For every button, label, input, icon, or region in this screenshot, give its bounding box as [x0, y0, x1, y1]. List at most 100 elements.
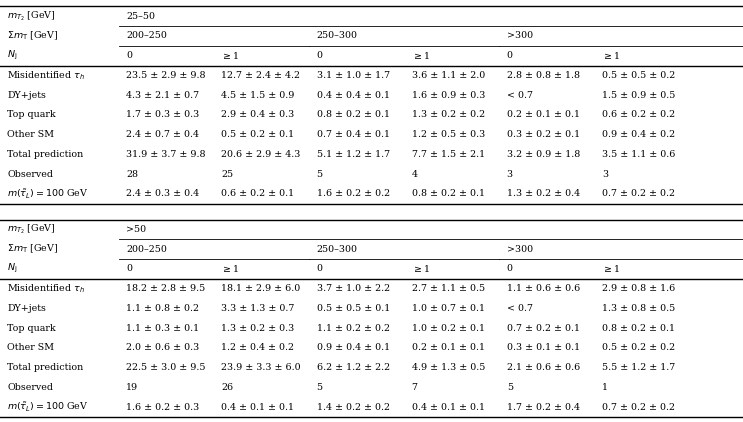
- Text: 0: 0: [317, 264, 322, 273]
- Text: 0.2 ± 0.1 ± 0.1: 0.2 ± 0.1 ± 0.1: [412, 344, 484, 352]
- Text: 31.9 ± 3.7 ± 9.8: 31.9 ± 3.7 ± 9.8: [126, 150, 206, 159]
- Text: 1.4 ± 0.2 ± 0.2: 1.4 ± 0.2 ± 0.2: [317, 403, 389, 411]
- Text: Observed: Observed: [7, 170, 53, 179]
- Text: Total prediction: Total prediction: [7, 363, 84, 372]
- Text: 2.4 ± 0.3 ± 0.4: 2.4 ± 0.3 ± 0.4: [126, 189, 199, 198]
- Text: Top quark: Top quark: [7, 324, 56, 333]
- Text: Misidentified $\tau_h$: Misidentified $\tau_h$: [7, 69, 85, 82]
- Text: 18.2 ± 2.8 ± 9.5: 18.2 ± 2.8 ± 9.5: [126, 284, 206, 293]
- Text: 26: 26: [221, 383, 233, 392]
- Text: 0.9 ± 0.4 ± 0.2: 0.9 ± 0.4 ± 0.2: [602, 130, 675, 139]
- Text: 0.9 ± 0.4 ± 0.1: 0.9 ± 0.4 ± 0.1: [317, 344, 389, 352]
- Text: 1.1 ± 0.3 ± 0.1: 1.1 ± 0.3 ± 0.1: [126, 324, 199, 333]
- Text: 0.4 ± 0.1 ± 0.1: 0.4 ± 0.1 ± 0.1: [412, 403, 484, 411]
- Text: $\geq$1: $\geq$1: [221, 263, 240, 274]
- Text: 0.6 ± 0.2 ± 0.2: 0.6 ± 0.2 ± 0.2: [602, 111, 675, 119]
- Text: 0.7 ± 0.4 ± 0.1: 0.7 ± 0.4 ± 0.1: [317, 130, 389, 139]
- Text: 2.8 ± 0.8 ± 1.8: 2.8 ± 0.8 ± 1.8: [507, 71, 580, 80]
- Text: $m_{T_2}$ [GeV]: $m_{T_2}$ [GeV]: [7, 9, 56, 23]
- Text: 0.5 ± 0.2 ± 0.2: 0.5 ± 0.2 ± 0.2: [602, 344, 675, 352]
- Text: 0.4 ± 0.1 ± 0.1: 0.4 ± 0.1 ± 0.1: [221, 403, 294, 411]
- Text: 0.7 ± 0.2 ± 0.2: 0.7 ± 0.2 ± 0.2: [602, 403, 675, 411]
- Text: 0: 0: [126, 51, 132, 60]
- Text: 0: 0: [507, 264, 513, 273]
- Text: >50: >50: [126, 225, 146, 234]
- Text: 250–300: 250–300: [317, 245, 357, 254]
- Text: $N_\mathrm{j}$: $N_\mathrm{j}$: [7, 49, 18, 62]
- Text: 25: 25: [221, 170, 233, 179]
- Text: $N_\mathrm{j}$: $N_\mathrm{j}$: [7, 262, 18, 276]
- Text: 1.7 ± 0.3 ± 0.3: 1.7 ± 0.3 ± 0.3: [126, 111, 200, 119]
- Text: 3.6 ± 1.1 ± 2.0: 3.6 ± 1.1 ± 2.0: [412, 71, 485, 80]
- Text: Observed: Observed: [7, 383, 53, 392]
- Text: Total prediction: Total prediction: [7, 150, 84, 159]
- Text: 1: 1: [602, 383, 608, 392]
- Text: 1.6 ± 0.2 ± 0.3: 1.6 ± 0.2 ± 0.3: [126, 403, 200, 411]
- Text: DY+jets: DY+jets: [7, 91, 46, 100]
- Text: 200–250: 200–250: [126, 32, 167, 41]
- Text: 3.2 ± 0.9 ± 1.8: 3.2 ± 0.9 ± 1.8: [507, 150, 580, 159]
- Text: 2.1 ± 0.6 ± 0.6: 2.1 ± 0.6 ± 0.6: [507, 363, 580, 372]
- Text: 3: 3: [507, 170, 513, 179]
- Text: $\geq$1: $\geq$1: [602, 50, 620, 61]
- Text: 3.1 ± 1.0 ± 1.7: 3.1 ± 1.0 ± 1.7: [317, 71, 389, 80]
- Text: 0.6 ± 0.2 ± 0.1: 0.6 ± 0.2 ± 0.1: [221, 189, 294, 198]
- Text: 0.3 ± 0.2 ± 0.1: 0.3 ± 0.2 ± 0.1: [507, 130, 580, 139]
- Text: 20.6 ± 2.9 ± 4.3: 20.6 ± 2.9 ± 4.3: [221, 150, 301, 159]
- Text: 1.3 ± 0.8 ± 0.5: 1.3 ± 0.8 ± 0.5: [602, 304, 675, 313]
- Text: 0.8 ± 0.2 ± 0.1: 0.8 ± 0.2 ± 0.1: [602, 324, 675, 333]
- Text: 0.8 ± 0.2 ± 0.1: 0.8 ± 0.2 ± 0.1: [317, 111, 389, 119]
- Text: $\geq$1: $\geq$1: [221, 50, 240, 61]
- Text: 5.5 ± 1.2 ± 1.7: 5.5 ± 1.2 ± 1.7: [602, 363, 675, 372]
- Text: 2.7 ± 1.1 ± 0.5: 2.7 ± 1.1 ± 0.5: [412, 284, 484, 293]
- Text: 1.6 ± 0.9 ± 0.3: 1.6 ± 0.9 ± 0.3: [412, 91, 485, 100]
- Text: 7.7 ± 1.5 ± 2.1: 7.7 ± 1.5 ± 2.1: [412, 150, 484, 159]
- Text: $m(\tilde{\tau}_L) = 100$ GeV: $m(\tilde{\tau}_L) = 100$ GeV: [7, 187, 89, 200]
- Text: 2.9 ± 0.8 ± 1.6: 2.9 ± 0.8 ± 1.6: [602, 284, 675, 293]
- Text: 1.2 ± 0.5 ± 0.3: 1.2 ± 0.5 ± 0.3: [412, 130, 485, 139]
- Text: 2.0 ± 0.6 ± 0.3: 2.0 ± 0.6 ± 0.3: [126, 344, 200, 352]
- Text: 25–50: 25–50: [126, 12, 155, 21]
- Text: 1.3 ± 0.2 ± 0.4: 1.3 ± 0.2 ± 0.4: [507, 189, 580, 198]
- Text: 22.5 ± 3.0 ± 9.5: 22.5 ± 3.0 ± 9.5: [126, 363, 206, 372]
- Text: 0.7 ± 0.2 ± 0.2: 0.7 ± 0.2 ± 0.2: [602, 189, 675, 198]
- Text: 5.1 ± 1.2 ± 1.7: 5.1 ± 1.2 ± 1.7: [317, 150, 389, 159]
- Text: $m(\tilde{\tau}_L) = 100$ GeV: $m(\tilde{\tau}_L) = 100$ GeV: [7, 400, 89, 414]
- Text: 12.7 ± 2.4 ± 4.2: 12.7 ± 2.4 ± 4.2: [221, 71, 300, 80]
- Text: 3.3 ± 1.3 ± 0.7: 3.3 ± 1.3 ± 0.7: [221, 304, 295, 313]
- Text: 1.1 ± 0.2 ± 0.2: 1.1 ± 0.2 ± 0.2: [317, 324, 389, 333]
- Text: $\geq$1: $\geq$1: [602, 263, 620, 274]
- Text: < 0.7: < 0.7: [507, 304, 533, 313]
- Text: 23.9 ± 3.3 ± 6.0: 23.9 ± 3.3 ± 6.0: [221, 363, 301, 372]
- Text: 19: 19: [126, 383, 138, 392]
- Text: DY+jets: DY+jets: [7, 304, 46, 313]
- Text: 1.2 ± 0.4 ± 0.2: 1.2 ± 0.4 ± 0.2: [221, 344, 294, 352]
- Text: 5: 5: [317, 170, 322, 179]
- Text: < 0.7: < 0.7: [507, 91, 533, 100]
- Text: Other SM: Other SM: [7, 130, 54, 139]
- Text: 5: 5: [317, 383, 322, 392]
- Text: 2.9 ± 0.4 ± 0.3: 2.9 ± 0.4 ± 0.3: [221, 111, 295, 119]
- Text: 6.2 ± 1.2 ± 2.2: 6.2 ± 1.2 ± 2.2: [317, 363, 389, 372]
- Text: $\Sigma m_\mathrm{T}$ [GeV]: $\Sigma m_\mathrm{T}$ [GeV]: [7, 243, 59, 255]
- Text: Other SM: Other SM: [7, 344, 54, 352]
- Text: 200–250: 200–250: [126, 245, 167, 254]
- Text: 1.1 ± 0.6 ± 0.6: 1.1 ± 0.6 ± 0.6: [507, 284, 580, 293]
- Text: 0.5 ± 0.5 ± 0.1: 0.5 ± 0.5 ± 0.1: [317, 304, 390, 313]
- Text: 7: 7: [412, 383, 418, 392]
- Text: >300: >300: [507, 245, 533, 254]
- Text: 3.7 ± 1.0 ± 2.2: 3.7 ± 1.0 ± 2.2: [317, 284, 389, 293]
- Text: 0: 0: [126, 264, 132, 273]
- Text: 28: 28: [126, 170, 138, 179]
- Text: 3.5 ± 1.1 ± 0.6: 3.5 ± 1.1 ± 0.6: [602, 150, 675, 159]
- Text: 1.5 ± 0.9 ± 0.5: 1.5 ± 0.9 ± 0.5: [602, 91, 675, 100]
- Text: $\geq$1: $\geq$1: [412, 263, 430, 274]
- Text: 4.3 ± 2.1 ± 0.7: 4.3 ± 2.1 ± 0.7: [126, 91, 199, 100]
- Text: 3: 3: [602, 170, 608, 179]
- Text: 2.4 ± 0.7 ± 0.4: 2.4 ± 0.7 ± 0.4: [126, 130, 199, 139]
- Text: 1.7 ± 0.2 ± 0.4: 1.7 ± 0.2 ± 0.4: [507, 403, 580, 411]
- Text: 1.3 ± 0.2 ± 0.2: 1.3 ± 0.2 ± 0.2: [412, 111, 484, 119]
- Text: 0: 0: [507, 51, 513, 60]
- Text: 0.5 ± 0.5 ± 0.2: 0.5 ± 0.5 ± 0.2: [602, 71, 675, 80]
- Text: 0: 0: [317, 51, 322, 60]
